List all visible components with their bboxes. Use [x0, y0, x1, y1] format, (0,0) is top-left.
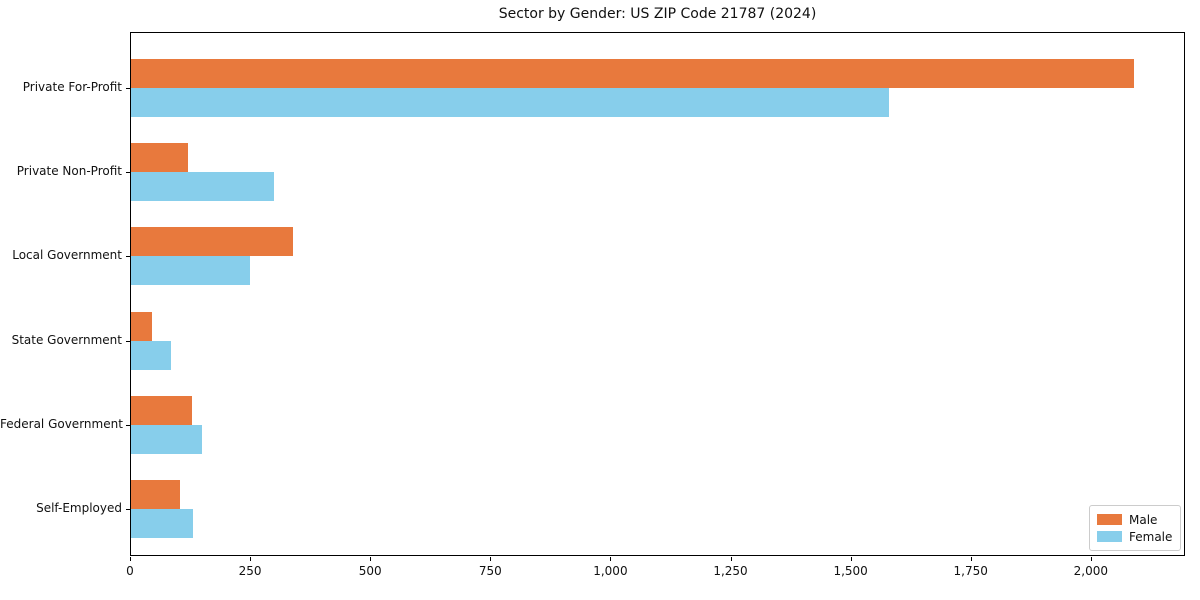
bar-female-state-government [131, 340, 171, 370]
ytick-label-local-government: Local Government [12, 248, 122, 263]
ytick-label-state-government: State Government [11, 332, 122, 347]
xtick-mark-1,000 [610, 557, 612, 561]
xtick-mark-1,250 [730, 557, 732, 561]
male-series-swatch [1097, 514, 1122, 525]
legend-label-male: Male [1129, 512, 1158, 527]
female-series-swatch [1097, 531, 1122, 542]
ytick-label-federal-government: Federal Government [0, 416, 123, 431]
legend-label-female: Female [1129, 529, 1173, 544]
xtick-label-2,000: 2,000 [1073, 564, 1108, 578]
bar-male-self-employed [131, 480, 181, 509]
ytick-label-self-employed: Self-Employed [36, 501, 122, 515]
legend-entry-female: Female [1097, 528, 1172, 545]
ytick-mark-local-government [126, 256, 130, 258]
xtick-label-1,000: 1,000 [593, 564, 628, 578]
ytick-mark-state-government [126, 340, 130, 342]
xtick-mark-500 [370, 557, 372, 561]
xtick-mark-750 [490, 557, 492, 561]
xtick-label-1,750: 1,750 [953, 564, 988, 578]
xtick-label-1,500: 1,500 [833, 564, 868, 578]
xtick-mark-250 [250, 557, 252, 561]
ytick-mark-self-employed [126, 509, 130, 510]
bar-female-private-for-profit [131, 88, 890, 117]
ytick-label-private-non-profit: Private Non-Profit [16, 164, 122, 179]
bar-female-self-employed [131, 509, 194, 538]
legend-entry-male: Male [1097, 511, 1172, 528]
bar-female-local-government [131, 256, 251, 286]
xtick-label-750: 750 [478, 564, 502, 578]
ytick-mark-federal-government [126, 424, 130, 426]
bar-male-private-for-profit [131, 59, 1135, 88]
bar-male-federal-government [131, 395, 193, 425]
xtick-label-1,250: 1,250 [713, 564, 748, 578]
bar-male-local-government [131, 227, 294, 257]
xtick-mark-1,750 [970, 557, 972, 561]
xtick-label-250: 250 [238, 564, 262, 578]
ytick-label-private-for-profit: Private For-Profit [22, 80, 122, 94]
xtick-mark-2,000 [1090, 557, 1092, 561]
bar-male-state-government [131, 311, 152, 341]
xtick-label-0: 0 [126, 564, 134, 578]
xtick-mark-1,500 [850, 557, 852, 561]
bar-male-private-non-profit [131, 143, 188, 173]
ytick-mark-private-for-profit [126, 88, 130, 89]
chart-title: Sector by Gender: US ZIP Code 21787 (202… [498, 6, 817, 22]
bar-female-federal-government [131, 424, 203, 454]
bar-female-private-non-profit [131, 172, 275, 202]
ytick-mark-private-non-profit [126, 172, 130, 174]
legend: Male Female [1089, 505, 1181, 551]
xtick-mark-0 [130, 557, 131, 561]
xtick-label-500: 500 [358, 564, 382, 578]
plot-area [130, 32, 1185, 556]
